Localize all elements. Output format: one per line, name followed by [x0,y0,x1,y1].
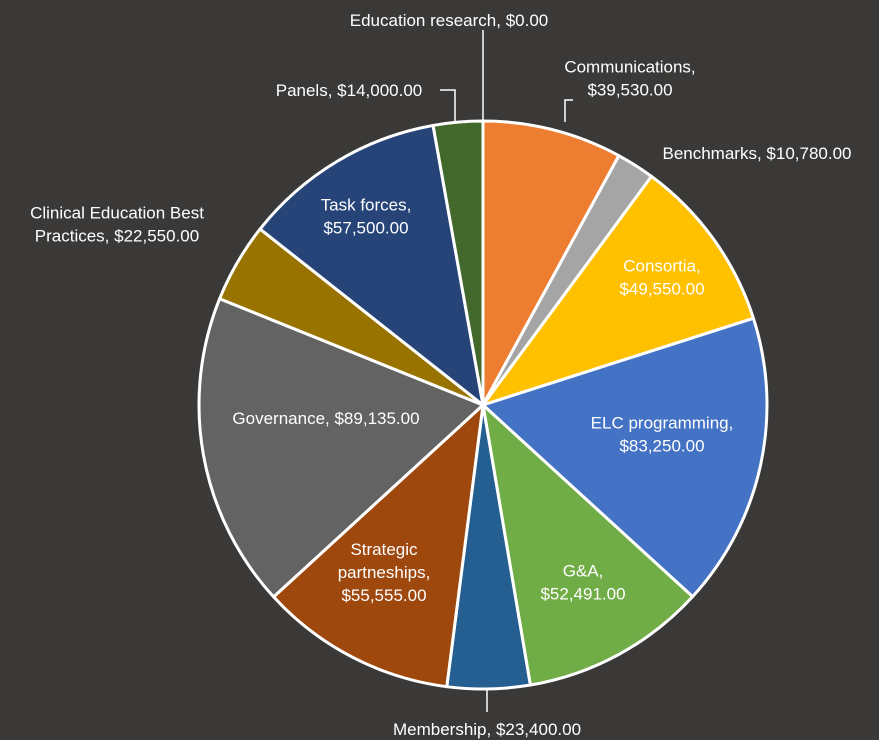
data-label-g-a: G&A, $52,491.00 [540,562,625,604]
data-label-benchmarks: Benchmarks, $10,780.00 [662,144,851,163]
pie-slice-consortia [481,174,755,407]
data-label-elc-programming: ELC programming, $83,250.00 [591,414,734,456]
data-label-clinical-education-best-practices: Clinical Education Best Practices, $22,55… [30,204,204,246]
data-label-panels: Panels, $14,000.00 [276,81,423,100]
data-label-strategic-partneships: Strategic partneships, $55,555.00 [338,540,431,605]
data-label-consortia: Consortia, $49,550.00 [619,257,704,299]
pie-slice-task-forces [258,123,485,407]
leader-line-panels [440,89,456,122]
data-label-communications: Communications, $39,530.00 [564,58,695,100]
leader-line-communications [564,99,573,122]
data-label-task-forces: Task forces, $57,500.00 [321,196,412,238]
data-label-membership: Membership, $23,400.00 [393,720,581,739]
data-label-education-research: Education research, $0.00 [350,11,548,30]
pie-slice-communications [481,119,621,407]
data-label-governance: Governance, $89,135.00 [232,409,419,428]
pie-slice-governance [197,297,485,599]
pie-slice-strategic-partneships [272,403,485,689]
pie-slice-g-a [481,403,695,687]
pie-slice-panels [431,119,485,407]
pie-slice-elc-programming [481,316,769,599]
